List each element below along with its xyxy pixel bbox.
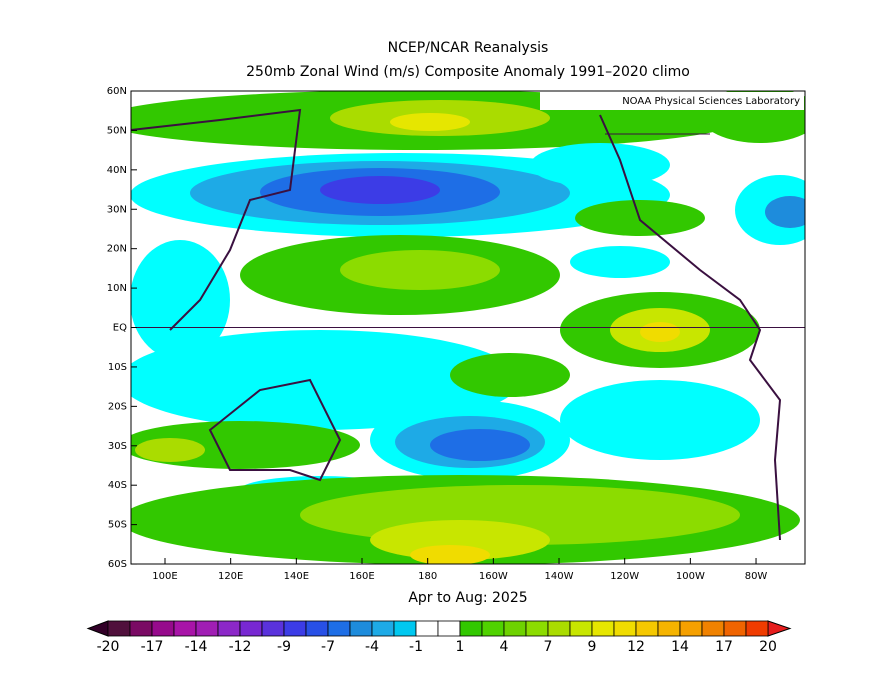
credit: NOAA Physical Sciences Laboratory — [622, 96, 800, 107]
anomaly-field — [131, 91, 805, 564]
colorbar-box — [701, 620, 725, 637]
x-tick-label: 160E — [349, 571, 374, 582]
colorbar-label: -12 — [229, 639, 252, 655]
colorbar-label: 20 — [759, 639, 777, 655]
colorbar-label: -1 — [409, 639, 423, 655]
colorbar-box — [569, 620, 593, 637]
colorbar-box — [393, 620, 417, 637]
colorbar-box — [745, 620, 769, 637]
colorbar-label: 17 — [715, 639, 733, 655]
x-tick-label: 140W — [545, 571, 574, 582]
colorbar-label: 12 — [627, 639, 645, 655]
y-tick-label: 20S — [108, 401, 127, 412]
colorbar-box — [679, 620, 703, 637]
colorbar-label: -4 — [365, 639, 379, 655]
colorbar-label: 1 — [456, 639, 465, 655]
y-tick-label: 50N — [107, 125, 127, 136]
colorbar-high — [767, 620, 792, 637]
colorbar-box — [591, 620, 615, 637]
colorbar-box — [657, 620, 681, 637]
y-tick-label: 50S — [108, 520, 127, 531]
colorbar-box — [525, 620, 549, 637]
x-tick-label: 160W — [479, 571, 508, 582]
colorbar-box — [547, 620, 571, 637]
x-tick-label: 100W — [676, 571, 705, 582]
colorbar-label: 9 — [588, 639, 597, 655]
x-tick-label: 180 — [418, 571, 437, 582]
colorbar-box — [283, 620, 307, 637]
colorbar-box — [327, 620, 351, 637]
colorbar-box — [371, 620, 395, 637]
x-tick-label: 100E — [152, 571, 177, 582]
colorbar-box — [107, 620, 131, 637]
y-tick-label: EQ — [113, 323, 127, 334]
y-tick-label: 20N — [107, 244, 127, 255]
y-tick-label: 30S — [108, 441, 127, 452]
y-tick-label: 40N — [107, 165, 127, 176]
colorbar-label: 14 — [671, 639, 689, 655]
credit-box — [540, 92, 804, 110]
colorbar-box — [723, 620, 747, 637]
colorbar-box — [305, 620, 329, 637]
colorbar-box — [195, 620, 219, 637]
y-tick-label: 30N — [107, 204, 127, 215]
colorbar-box — [481, 620, 505, 637]
colorbar-box — [503, 620, 527, 637]
colorbar-low — [86, 620, 109, 637]
x-tick-label: 140E — [284, 571, 309, 582]
colorbar-box — [261, 620, 285, 637]
colorbar-box — [151, 620, 175, 637]
colorbar-box — [459, 620, 483, 637]
colorbar-label: -9 — [277, 639, 291, 655]
y-tick-label: 60S — [108, 559, 127, 570]
colorbar-box — [437, 620, 461, 637]
colorbar-box — [635, 620, 659, 637]
period: Apr to Aug: 2025 — [408, 590, 527, 606]
colorbar-label: -7 — [321, 639, 335, 655]
x-tick-label: 120W — [610, 571, 639, 582]
y-tick-label: 10S — [108, 362, 127, 373]
colorbar-box — [239, 620, 263, 637]
colorbar-label: 7 — [544, 639, 553, 655]
colorbar-box — [613, 620, 637, 637]
x-tick-label: 80W — [745, 571, 768, 582]
x-tick-label: 120E — [218, 571, 243, 582]
colorbar-label: 4 — [500, 639, 509, 655]
subtitle: 250mb Zonal Wind (m/s) Composite Anomaly… — [246, 64, 690, 80]
y-tick-label: 10N — [107, 283, 127, 294]
colorbar-label: -20 — [97, 639, 120, 655]
colorbar-label: -17 — [141, 639, 164, 655]
title: NCEP/NCAR Reanalysis — [388, 40, 549, 56]
y-tick-label: 60N — [107, 86, 127, 97]
colorbar-box — [173, 620, 197, 637]
colorbar-box — [415, 620, 439, 637]
colorbar-box — [129, 620, 153, 637]
colorbar-box — [349, 620, 373, 637]
y-tick-label: 40S — [108, 480, 127, 491]
colorbar-box — [217, 620, 241, 637]
colorbar-label: -14 — [185, 639, 208, 655]
